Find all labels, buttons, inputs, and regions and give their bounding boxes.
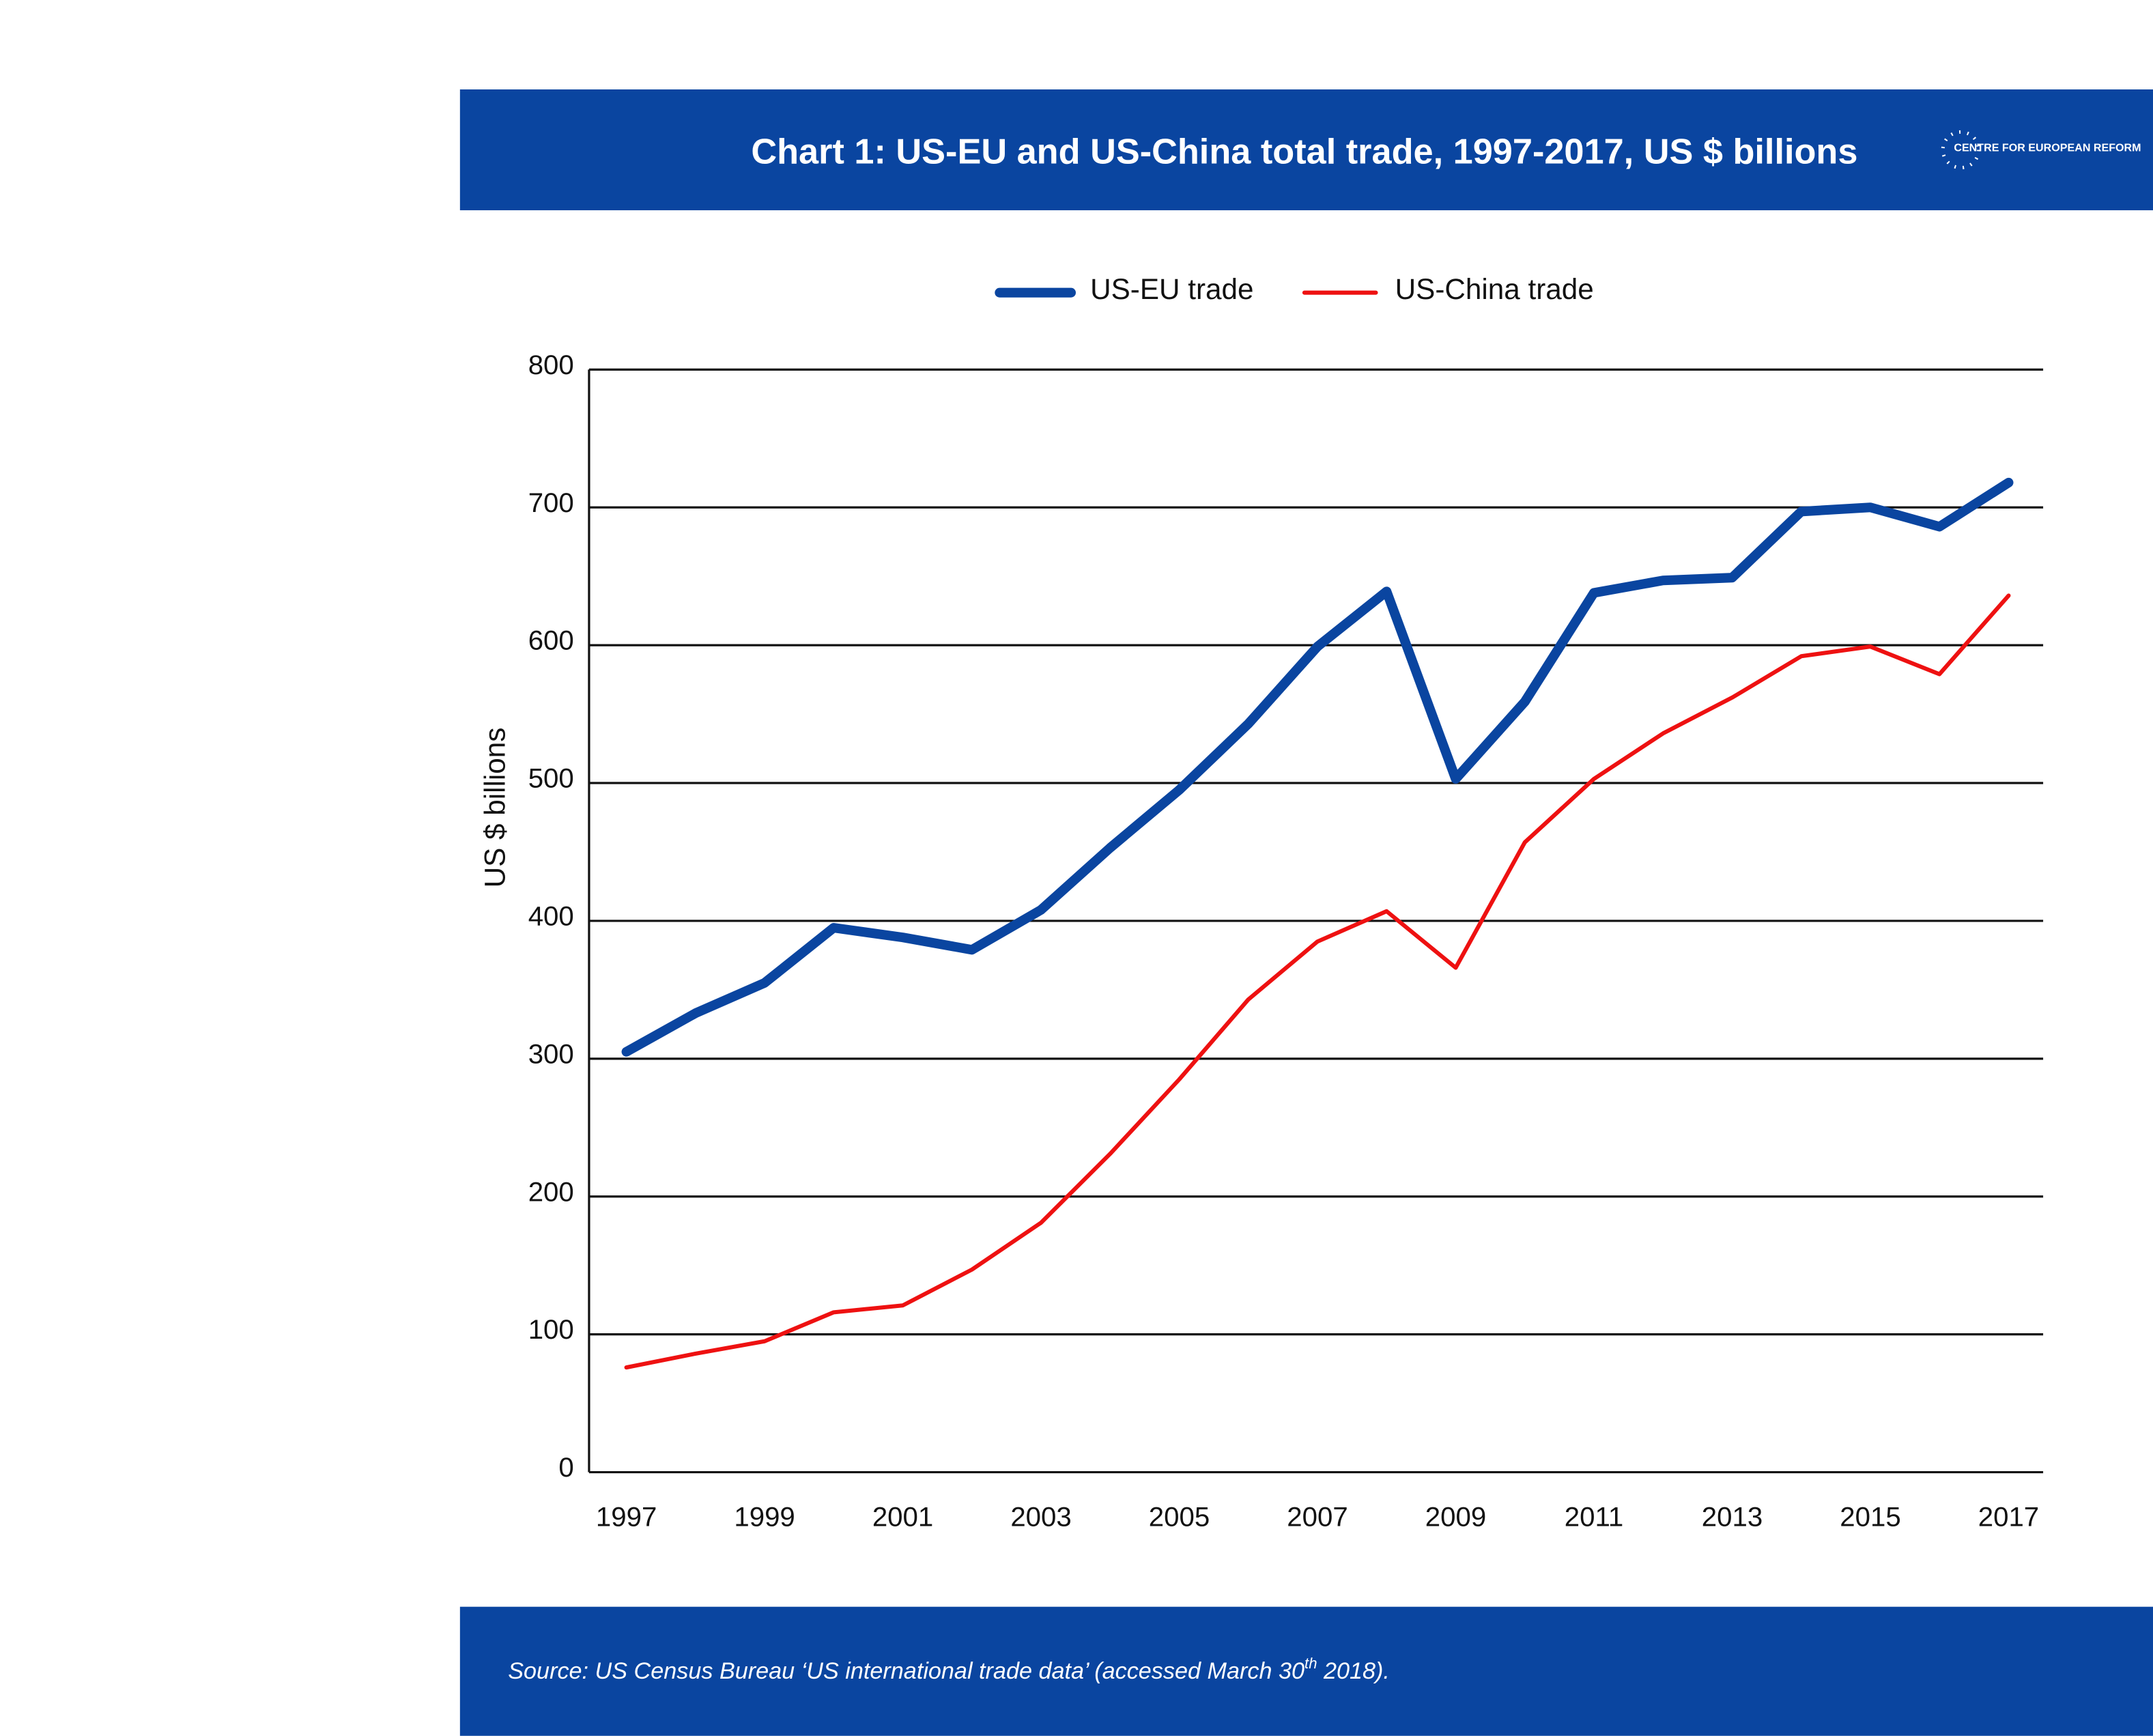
y-tick-label: 200 [528, 1176, 574, 1207]
x-tick-label: 1997 [596, 1502, 657, 1533]
y-axis-label: US $ billions [479, 728, 511, 888]
y-tick-label: 0 [558, 1452, 573, 1483]
y-tick-label: 300 [528, 1038, 574, 1069]
legend-label: US-EU trade [1090, 273, 1253, 305]
source-text: 2018). [1317, 1658, 1390, 1684]
logo-stars [1941, 130, 1981, 170]
x-tick-label: 2009 [1425, 1502, 1486, 1533]
x-tick-label: 2001 [872, 1502, 933, 1533]
header-band [459, 89, 2153, 211]
source-note: Source: US Census Bureau ‘US internation… [508, 1655, 1390, 1684]
x-tick-label: 1999 [734, 1502, 795, 1533]
x-tick-label: 2017 [1978, 1502, 2039, 1533]
y-tick-label: 500 [528, 763, 574, 794]
x-tick-label: 2013 [1702, 1502, 1763, 1533]
chart-title: Chart 1: US-EU and US-China total trade,… [751, 132, 1857, 171]
y-tick-label: 100 [528, 1314, 574, 1345]
x-tick-label: 2015 [1840, 1502, 1900, 1533]
y-tick-label: 700 [528, 487, 574, 518]
footer-band [459, 1606, 2153, 1736]
x-tick-label: 2007 [1287, 1502, 1348, 1533]
y-tick-label: 400 [528, 901, 574, 932]
data-line [624, 593, 2011, 1370]
x-tick-label: 2003 [1010, 1502, 1071, 1533]
source-text: Source: US Census Bureau ‘US internation… [508, 1658, 1304, 1684]
legend-label: US-China trade [1395, 273, 1594, 305]
y-tick-label: 800 [528, 350, 574, 380]
data-line [621, 477, 2014, 1057]
logo-text: CENTRE FOR EUROPEAN REFORM [1954, 142, 2141, 154]
logo: CENTRE FOR EUROPEAN REFORM [1941, 130, 2141, 170]
x-tick-label: 2011 [1565, 1502, 1624, 1533]
source-sup: th [1304, 1655, 1317, 1672]
x-tick-label: 2005 [1149, 1502, 1210, 1533]
y-tick-label: 600 [528, 625, 574, 656]
